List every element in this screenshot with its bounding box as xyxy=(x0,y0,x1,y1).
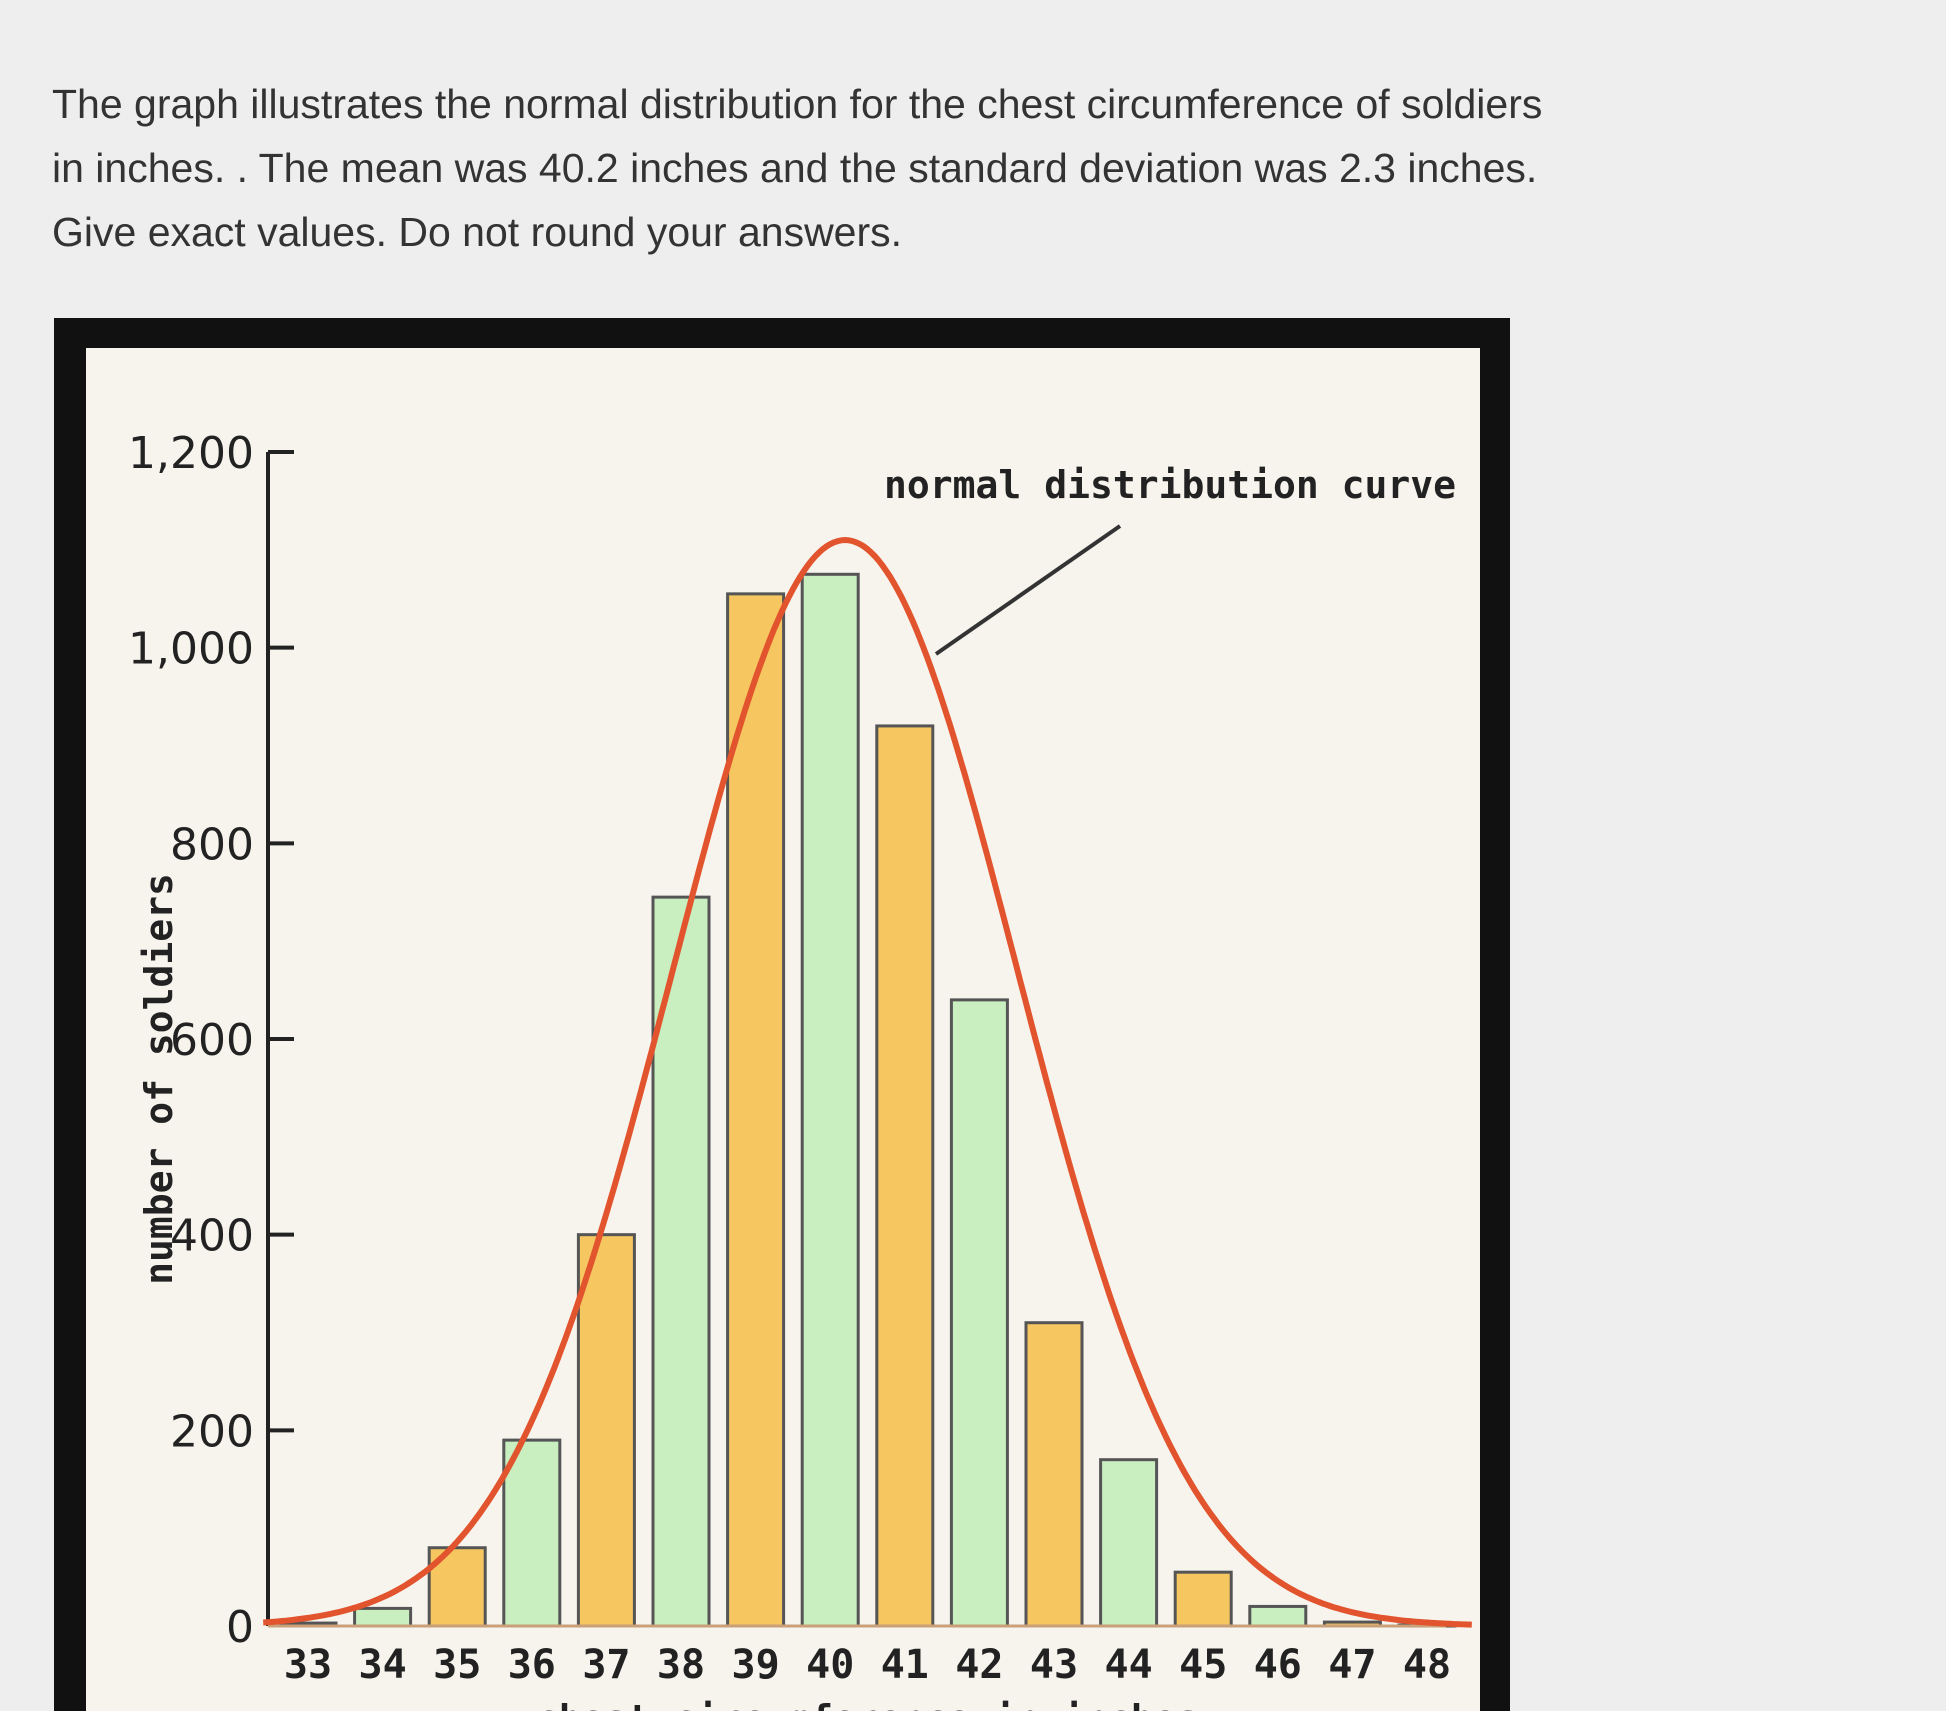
x-tick-label: 44 xyxy=(1105,1642,1153,1688)
chart-plot-area: 0 200 400 600 800 1,000 1,200 number of soldier… xyxy=(86,348,1480,1711)
x-tick-label: 40 xyxy=(806,1642,854,1688)
bar xyxy=(800,572,860,1628)
bar xyxy=(949,998,1009,1628)
y-tick-label: 200 xyxy=(170,1406,254,1457)
y-axis-title: number of soldiers xyxy=(137,873,181,1285)
question-line-2: in inches. . The mean was 40.2 inches an… xyxy=(52,145,1538,191)
x-tick-label: 42 xyxy=(955,1642,1003,1688)
y-tick-label: 800 xyxy=(170,819,254,870)
normal-curve xyxy=(263,536,1472,1628)
x-axis-title: chest circumference in inches xyxy=(536,1697,1199,1711)
x-tick-label: 46 xyxy=(1254,1642,1302,1688)
chart-frame: 0 200 400 600 800 1,000 1,200 number of soldier… xyxy=(54,318,1510,1711)
x-tick-label: 47 xyxy=(1328,1642,1376,1688)
bar xyxy=(875,724,935,1628)
bar xyxy=(1024,1321,1084,1628)
x-tick-label: 38 xyxy=(657,1642,705,1688)
bar xyxy=(502,1438,562,1628)
y-tick-label: 1,000 xyxy=(128,624,254,675)
x-tick-label: 39 xyxy=(732,1642,780,1688)
bar xyxy=(353,1606,413,1628)
x-tick-label: 48 xyxy=(1403,1642,1451,1688)
x-tick-label: 43 xyxy=(1030,1642,1078,1688)
x-tick-label: 35 xyxy=(433,1642,481,1688)
x-tick-label: 33 xyxy=(284,1642,332,1688)
curve-label-leader xyxy=(934,524,1122,656)
y-tick-label: 400 xyxy=(170,1211,254,1262)
y-tick-label: 1,200 xyxy=(128,428,254,479)
bar xyxy=(1248,1604,1308,1628)
question-text: The graph illustrates the normal distrib… xyxy=(52,72,1692,264)
y-tick-label: 0 xyxy=(226,1602,254,1653)
bar xyxy=(1099,1458,1159,1628)
x-tick-label: 37 xyxy=(582,1642,630,1688)
question-line-1: The graph illustrates the normal distrib… xyxy=(52,81,1543,127)
question-line-3: Give exact values. Do not round your ans… xyxy=(52,209,903,255)
histogram-chart: 0 200 400 600 800 1,000 1,200 number of soldier… xyxy=(128,428,1472,1711)
x-tick-label: 34 xyxy=(359,1642,407,1688)
curve-label: normal distribution curve xyxy=(884,463,1456,507)
x-tick-label: 36 xyxy=(508,1642,556,1688)
x-tick-label: 45 xyxy=(1179,1642,1227,1688)
bar xyxy=(576,1233,636,1628)
bar xyxy=(1173,1570,1233,1628)
x-tick-label: 41 xyxy=(881,1642,929,1688)
y-tick-label: 600 xyxy=(170,1015,254,1066)
